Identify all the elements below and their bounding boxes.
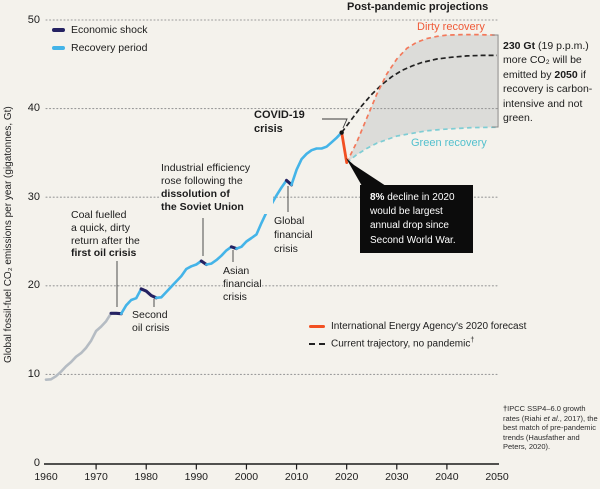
x-tick-label-1990: 1990: [184, 471, 208, 483]
y-tick-label-30: 30: [27, 190, 40, 203]
emissions-recovery-segment: [290, 131, 344, 187]
iea-2020-forecast-line: [340, 131, 349, 165]
emissions-economic-shock-segment: [139, 287, 158, 300]
annotation-coal: Coal fuelled a quick, dirty return after…: [71, 209, 167, 261]
x-tick-label-1970: 1970: [84, 471, 108, 483]
projections-title: Post-pandemic projections: [347, 1, 489, 13]
footnote: †IPCC SSP4–6.0 growth rates (Riahi et al…: [503, 404, 598, 452]
peak-2019-dot: [339, 130, 344, 135]
note-230gt: 230 Gt (19 p.p.m.) more CO₂ will be emit…: [503, 40, 593, 125]
green-recovery-line: [346, 126, 498, 164]
x-tick-label-2010: 2010: [284, 471, 309, 483]
x-tick-label-1980: 1980: [134, 471, 158, 483]
y-tick-label-10: 10: [27, 367, 40, 380]
y-tick-label-50: 50: [27, 13, 40, 26]
callout-2020-decline: 8% decline in 2020 would be largest annu…: [360, 185, 473, 253]
annotation-soviet: Industrial efficiency rose following the…: [161, 162, 273, 214]
x-tick-label-2030: 2030: [385, 471, 409, 483]
callout-wedge: [346, 158, 386, 186]
legend-label: Economic shock: [71, 24, 148, 36]
emissions-recovery-segment: [205, 245, 233, 266]
pointer-covid-crisis: [322, 118, 348, 129]
dirty-recovery-line: [345, 33, 498, 163]
x-tick-label-2050: 2050: [485, 471, 509, 483]
y-tick-label-0: 0: [33, 456, 40, 469]
dirty-recovery-label: Dirty recovery: [417, 21, 485, 33]
legend-item-economic-shock: Economic shock: [52, 21, 147, 39]
green-recovery-label: Green recovery: [411, 137, 487, 149]
emissions-recovery-segment: [235, 179, 288, 250]
legend-label: International Energy Agency's 2020 forec…: [331, 321, 527, 332]
legend-label: Current trajectory, no pandemic†: [331, 337, 475, 350]
y-axis-title: Global fossil-fuel CO₂ emissions per yea…: [3, 106, 14, 364]
y-tick-label-40: 40: [27, 102, 40, 115]
emissions-pre-crisis-segment: [44, 311, 113, 382]
x-tick-label-2040: 2040: [435, 471, 459, 483]
economic-shock-swatch: [52, 28, 65, 32]
recovery-period-swatch: [52, 46, 65, 50]
y-tick-label-20: 20: [27, 279, 40, 292]
emissions-recovery-segment: [119, 287, 143, 316]
legend-item-current-trajectory: Current trajectory, no pandemic†: [309, 335, 526, 352]
legend-label: Recovery period: [71, 42, 148, 54]
projection-uncertainty-band: [346, 34, 497, 163]
legend-item-iea-forecast: International Energy Agency's 2020 forec…: [309, 318, 526, 335]
x-tick-label-1960: 1960: [34, 471, 58, 483]
x-tick-label-2000: 2000: [234, 471, 259, 483]
legend-top: Economic shock Recovery period: [52, 21, 147, 57]
x-tick-label-2020: 2020: [334, 471, 359, 483]
range-bracket: [492, 34, 499, 128]
annotation-asian: Asian financial crisis: [223, 265, 262, 305]
annotation-gfc: Global financial crisis: [274, 215, 313, 257]
current-trajectory-swatch: [309, 342, 325, 345]
legend-mid: International Energy Agency's 2020 forec…: [309, 318, 526, 352]
annotation-second-oil: Second oil crisis: [132, 309, 170, 335]
current-trajectory-line: [341, 54, 497, 134]
emissions-recovery-segment: [154, 259, 203, 300]
annotation-covid: COVID-19 crisis: [254, 109, 305, 136]
legend-item-recovery-period: Recovery period: [52, 39, 147, 57]
iea-forecast-swatch: [309, 325, 325, 328]
